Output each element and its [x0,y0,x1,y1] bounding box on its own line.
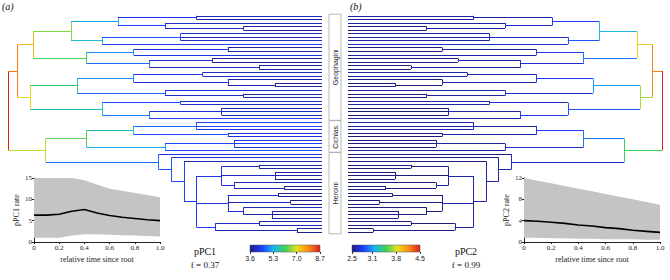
svg-text:2.5: 2.5 [347,255,357,262]
svg-text:pPC1: pPC1 [194,246,216,257]
svg-text:Cichlas.: Cichlas. [332,124,339,149]
svg-text:Geophagini: Geophagini [332,49,340,85]
svg-text:0: 0 [522,244,526,252]
svg-text:8: 8 [519,195,523,203]
svg-text:f = 0.99: f = 0.99 [452,260,481,270]
svg-text:15: 15 [25,174,33,182]
svg-text:4: 4 [519,217,523,225]
svg-text:Heroini: Heroini [332,182,339,205]
svg-text:5.3: 5.3 [268,255,278,262]
svg-text:3.8: 3.8 [391,255,401,262]
svg-text:relative time since root: relative time since root [60,255,134,264]
svg-text:1.0: 1.0 [656,244,665,252]
svg-text:0.8: 0.8 [130,244,139,252]
svg-text:0.6: 0.6 [105,244,114,252]
svg-text:pPC1 rate: pPC1 rate [12,194,21,226]
svg-text:0: 0 [32,244,36,252]
svg-text:0.2: 0.2 [55,244,64,252]
svg-text:3.6: 3.6 [245,255,255,262]
svg-text:f = 0.37: f = 0.37 [191,260,220,270]
svg-text:0.4: 0.4 [574,244,583,252]
svg-text:7.0: 7.0 [292,255,302,262]
svg-text:0.4: 0.4 [80,244,89,252]
svg-text:4.5: 4.5 [415,255,425,262]
svg-text:8.7: 8.7 [315,255,325,262]
svg-text:(a): (a) [2,1,14,13]
svg-text:5: 5 [29,217,33,225]
svg-text:pPC2 rate: pPC2 rate [502,194,511,226]
svg-text:12: 12 [515,174,523,182]
svg-text:pPC2: pPC2 [455,246,477,257]
svg-text:0: 0 [28,238,32,246]
svg-text:(b): (b) [350,1,362,13]
svg-text:10: 10 [25,195,33,203]
svg-text:0.2: 0.2 [547,244,556,252]
svg-text:1.0: 1.0 [156,244,165,252]
svg-text:0.6: 0.6 [601,244,610,252]
svg-text:0: 0 [518,238,522,246]
svg-text:relative time since root: relative time since root [555,255,629,264]
svg-text:3.1: 3.1 [368,255,378,262]
svg-text:0.8: 0.8 [628,244,637,252]
